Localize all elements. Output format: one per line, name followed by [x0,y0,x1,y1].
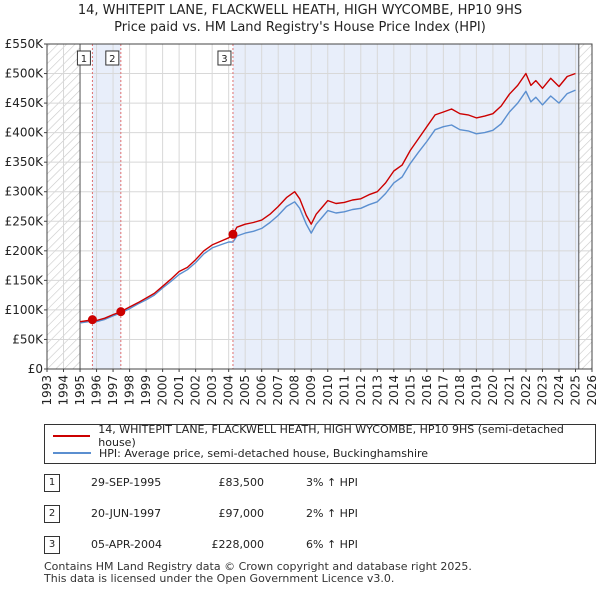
legend-item-property: 14, WHITEPIT LANE, FLACKWELL HEATH, HIGH… [53,423,595,449]
price-chart: 1 2 3 £0 £50K £100K £150K £200K £250K £300K £350K… [5,37,599,406]
x-tick-label: 2026 [585,375,599,406]
hatched-region-after [578,44,592,369]
x-tick-label: 1994 [57,375,71,406]
plot-frame [46,43,593,370]
legend-label-property: 14, WHITEPIT LANE, FLACKWELL HEATH, HIGH… [98,423,564,449]
sale-row: 1 29-SEP-1995 £83,500 3% ↑ HPI [44,474,544,492]
x-tick-label: 2002 [189,375,203,406]
sale-marker-label: 2 [109,54,115,65]
x-tick-label: 1999 [139,375,153,406]
sale-date: 29-SEP-1995 [91,476,162,489]
chart-legend: 14, WHITEPIT LANE, FLACKWELL HEATH, HIGH… [44,423,596,464]
sale-point [87,315,97,325]
sale-number: 2 [44,505,60,523]
x-tick-label: 2015 [403,375,417,406]
x-tick-label: 2024 [552,375,566,406]
y-tick-label: £250K [5,214,45,228]
x-tick-label: 2021 [502,375,516,406]
x-tick-label: 1998 [123,375,137,406]
sale-marker-box [76,50,91,66]
x-tick-label: 2016 [420,375,434,406]
y-tick-label: £100K [5,303,45,317]
x-tick-label: 2006 [255,375,269,406]
x-tick-label: 2005 [238,375,252,406]
x-tick-label: 2025 [568,375,582,406]
x-tick-label: 2020 [486,375,500,406]
y-tick-label: £0 [28,362,43,376]
y-tick-label: £350K [5,155,45,169]
sale-date: 20-JUN-1997 [91,507,162,520]
x-tick-label: 2017 [436,375,450,406]
y-tick-label: £400K [5,126,45,140]
sale-hpi-diff: 2% ↑ HPI [306,507,358,520]
sale-price: £97,000 [218,507,265,520]
x-tick-label: 2010 [321,375,335,406]
chart-title-line2: Price paid vs. HM Land Registry's House … [114,20,486,35]
sale-hpi-diff: 3% ↑ HPI [306,476,358,489]
sale-number: 1 [44,474,60,492]
legend-swatch-property [53,435,91,437]
y-tick-label: £550K [5,37,45,51]
footer-license: This data is licensed under the Open Gov… [44,572,395,585]
x-tick-label: 2013 [370,375,384,406]
footer-copyright: Contains HM Land Registry data © Crown c… [44,560,472,573]
y-tick-label: £50K [12,332,44,346]
x-tick-label: 2000 [156,375,170,406]
y-tick-label: £500K [5,67,45,81]
sale-hpi-diff: 6% ↑ HPI [306,538,358,551]
sale-date: 05-APR-2004 [91,538,163,551]
x-tick-label: 1996 [90,375,104,406]
x-tick-label: 1997 [106,375,120,406]
sale-number: 3 [44,536,60,554]
sale-marker-label: 3 [221,54,227,65]
x-tick-label: 2023 [535,375,549,406]
series-line-property [79,72,576,323]
sale-marker-label: 1 [81,54,87,65]
chart-title-line1: 14, WHITEPIT LANE, FLACKWELL HEATH, HIGH… [77,3,523,18]
sale-marker-box [217,50,232,66]
sale-marker-box [105,50,120,66]
x-tick-label: 2003 [205,375,219,406]
x-tick-label: 2009 [304,375,318,406]
x-tick-label: 2011 [337,375,351,406]
x-tick-label: 2008 [288,375,302,406]
legend-item-hpi: HPI: Average price, semi-detached house,… [53,444,428,462]
legend-swatch-hpi [53,452,91,454]
y-tick-label: £450K [5,96,45,110]
sale-row: 3 05-APR-2004 £228,000 6% ↑ HPI [44,536,544,554]
x-tick-label: 2018 [453,375,467,406]
y-tick-label: £300K [5,185,45,199]
y-tick-label: £200K [5,244,45,258]
series-line-hpi [79,89,576,324]
x-tick-label: 1993 [40,375,54,406]
sale-price: £83,500 [218,476,265,489]
sale-point [228,229,238,239]
sale-point [116,307,126,317]
legend-label-hpi: HPI: Average price, semi-detached house,… [99,446,429,460]
x-tick-label: 2019 [469,375,483,406]
x-tick-label: 2012 [354,375,368,406]
x-tick-label: 2014 [387,375,401,406]
x-tick-label: 2001 [172,375,186,406]
x-tick-label: 2004 [222,375,236,406]
x-tick-label: 1995 [73,375,87,406]
sale-price: £228,000 [211,538,265,551]
x-tick-label: 2022 [519,375,533,406]
sale-row: 2 20-JUN-1997 £97,000 2% ↑ HPI [44,505,544,523]
y-tick-label: £150K [5,273,45,287]
x-tick-label: 2007 [271,375,285,406]
